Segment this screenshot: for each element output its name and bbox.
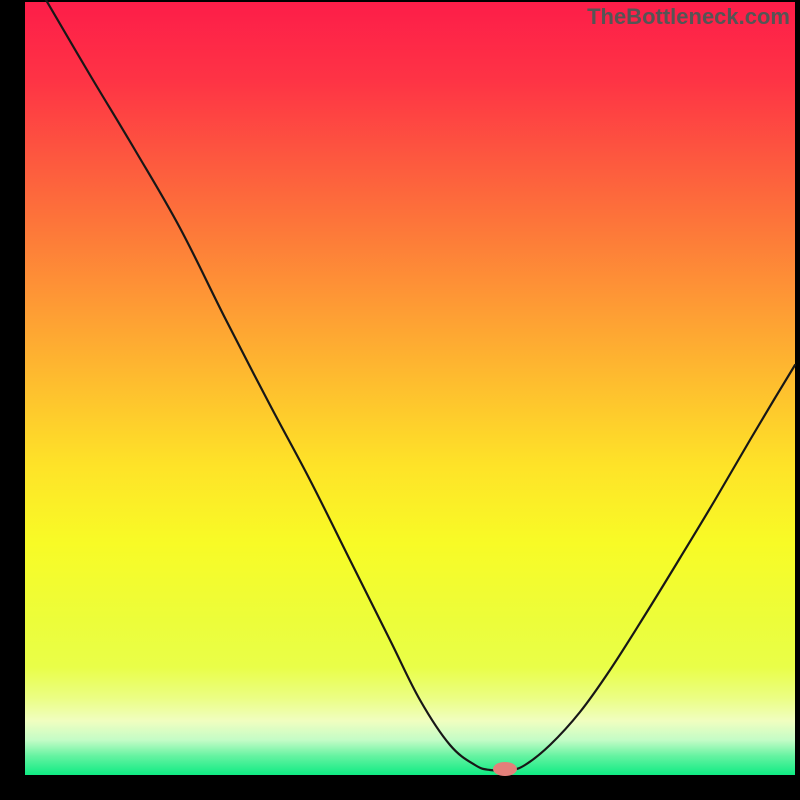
chart-container: TheBottleneck.com [0,0,800,800]
watermark-text: TheBottleneck.com [587,4,790,30]
bottleneck-chart [0,0,800,800]
bottleneck-marker [493,762,517,776]
chart-gradient-bg [25,2,795,775]
